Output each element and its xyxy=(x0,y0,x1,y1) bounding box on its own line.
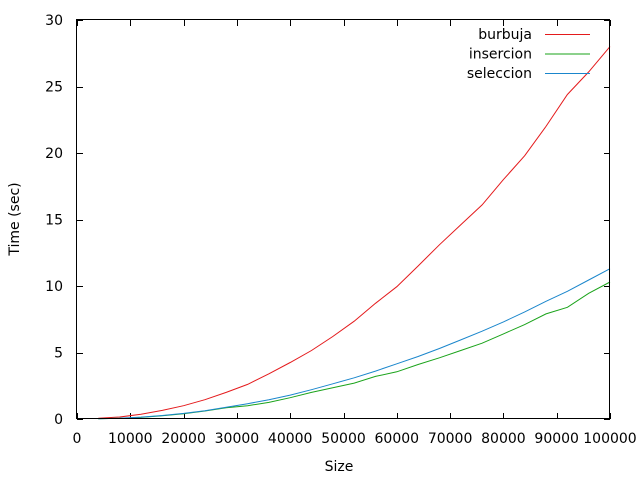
series-line-seleccion xyxy=(98,268,611,420)
x-axis-title: Size xyxy=(325,459,354,475)
x-tick-label: 90000 xyxy=(534,431,579,447)
x-tick-label: 70000 xyxy=(428,431,473,447)
legend-label-burbuja: burbuja xyxy=(478,27,532,43)
axis-ticks: 0 10000 20000 30000 40000 50000 60000 70000 8000… xyxy=(45,13,637,447)
series-group xyxy=(98,46,611,420)
x-tick-label: 20000 xyxy=(161,431,206,447)
x-tick-label: 80000 xyxy=(481,431,526,447)
x-tick-label: 0 xyxy=(73,431,82,447)
x-tick-label: 10000 xyxy=(108,431,153,447)
y-tick-label: 30 xyxy=(45,13,63,29)
y-tick-label: 10 xyxy=(45,279,63,295)
x-tick-label: 30000 xyxy=(215,431,260,447)
series-line-insercion xyxy=(98,281,611,420)
y-tick-label: 0 xyxy=(54,412,63,428)
y-tick-label: 25 xyxy=(45,80,63,96)
plot-frame xyxy=(76,19,610,419)
x-tick-label: 60000 xyxy=(375,431,420,447)
legend: burbuja insercion seleccion xyxy=(467,27,590,82)
y-tick-label: 5 xyxy=(54,346,63,362)
legend-label-insercion: insercion xyxy=(469,47,532,63)
y-tick-label: 15 xyxy=(45,213,63,229)
y-axis-title: Time (sec) xyxy=(7,182,23,256)
x-tick-label: 100000 xyxy=(583,431,636,447)
y-tick-label: 20 xyxy=(45,146,63,162)
legend-label-seleccion: seleccion xyxy=(467,66,532,82)
x-tick-label: 40000 xyxy=(268,431,313,447)
series-line-burbuja xyxy=(98,46,611,419)
x-tick-label: 50000 xyxy=(321,431,366,447)
